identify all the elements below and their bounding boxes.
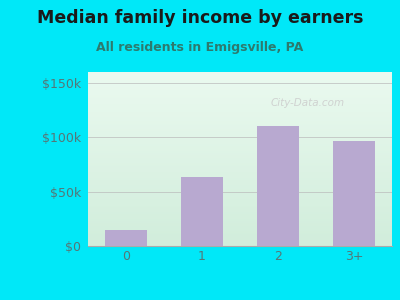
Text: City-Data.com: City-Data.com <box>270 98 344 108</box>
Text: All residents in Emigsville, PA: All residents in Emigsville, PA <box>96 40 304 53</box>
Bar <box>105 230 147 246</box>
Bar <box>257 126 299 246</box>
Text: Median family income by earners: Median family income by earners <box>37 9 363 27</box>
Bar <box>333 140 375 246</box>
Bar <box>181 178 223 246</box>
